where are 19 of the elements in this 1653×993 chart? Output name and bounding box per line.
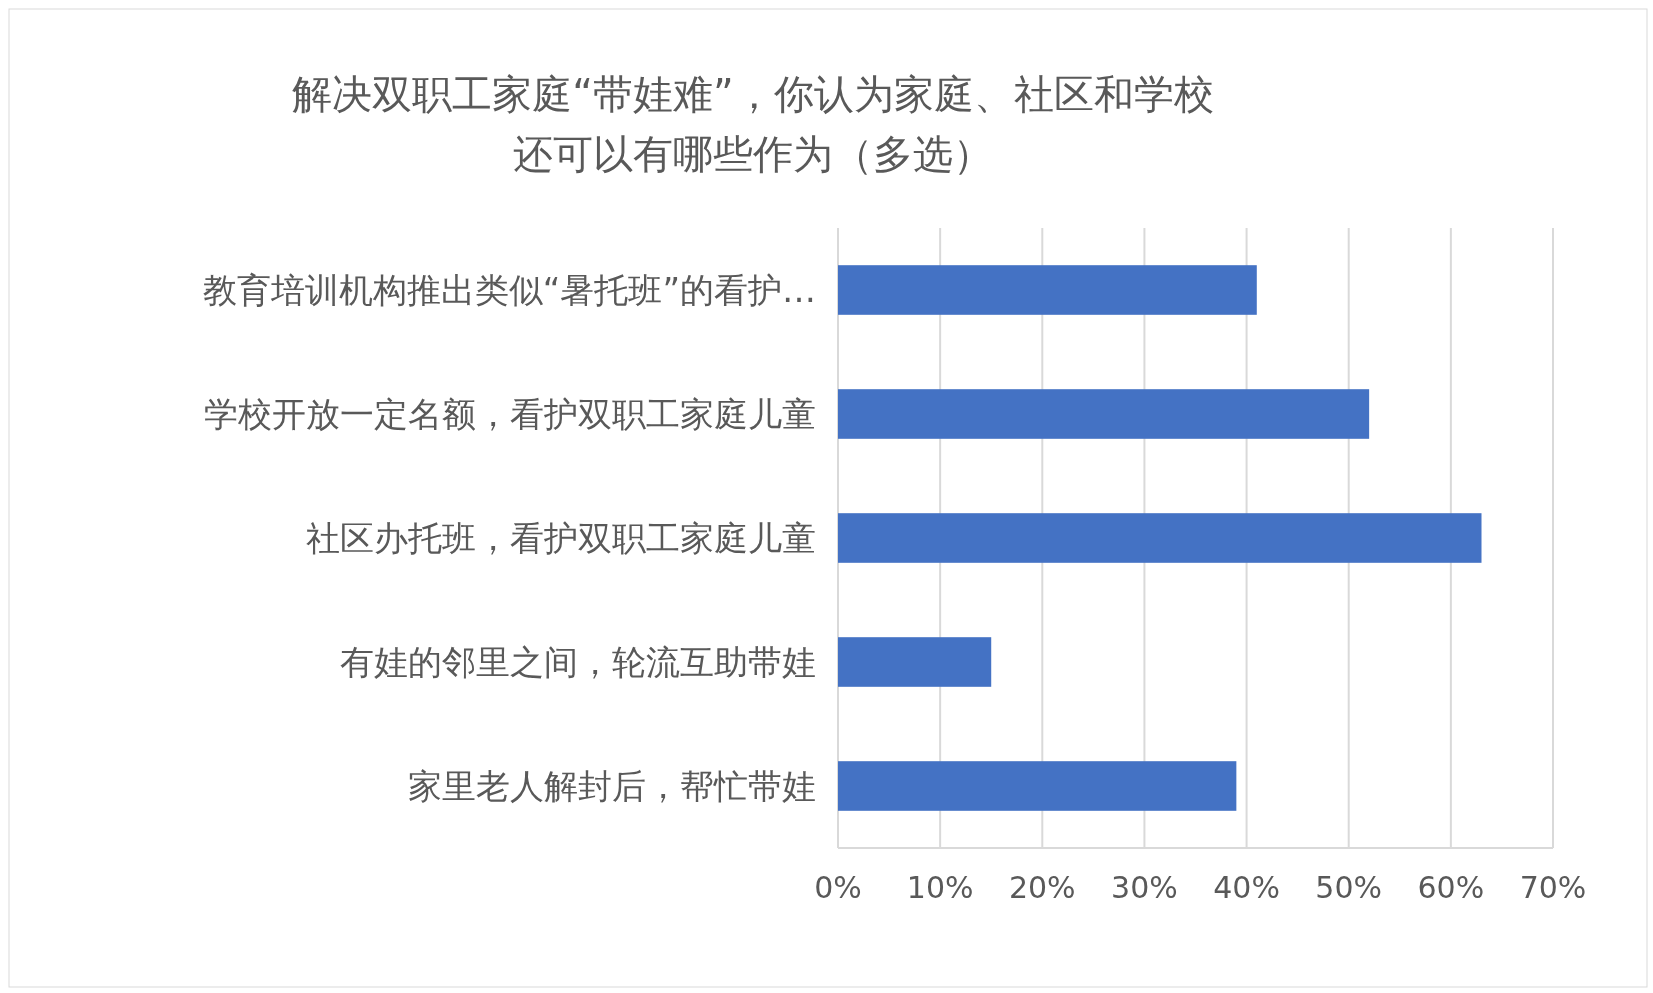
x-tick-label: 60%	[1417, 870, 1485, 905]
bar	[838, 637, 992, 687]
x-tick-label: 50%	[1315, 870, 1383, 905]
bar	[838, 761, 1237, 811]
y-tick-label: 教育培训机构推出类似“暑托班”的看护…	[202, 269, 816, 310]
bar	[838, 513, 1482, 563]
x-tick-label: 40%	[1213, 870, 1280, 905]
y-tick-label: 有娃的邻里之间，轮流互助带娃	[340, 641, 816, 682]
chart-title: 解决双职工家庭“带娃难”，你认为家庭、社区和学校还可以有哪些作为（多选）	[292, 71, 1214, 177]
x-tick-label: 70%	[1519, 870, 1587, 905]
x-tick-label: 20%	[1008, 870, 1076, 905]
y-tick-label: 家里老人解封后，帮忙带娃	[408, 765, 816, 806]
x-tick-label: 30%	[1111, 870, 1178, 905]
y-tick-label: 学校开放一定名额，看护双职工家庭儿童	[204, 393, 816, 434]
bar	[838, 265, 1257, 315]
bar	[838, 389, 1370, 439]
x-tick-label: 0%	[814, 870, 862, 905]
x-tick-label: 10%	[906, 870, 974, 905]
y-tick-label: 社区办托班，看护双职工家庭儿童	[306, 517, 816, 558]
